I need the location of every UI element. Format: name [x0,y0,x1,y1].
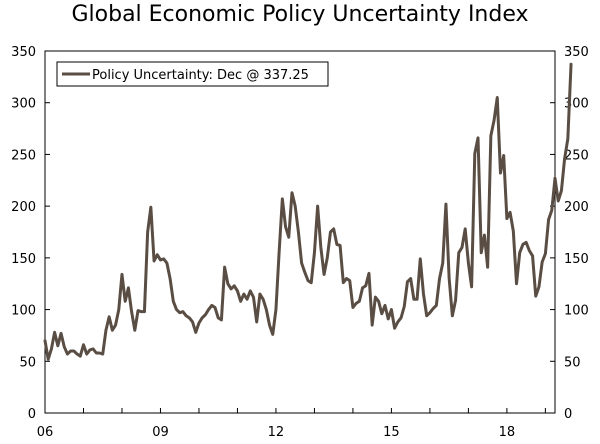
legend: Policy Uncertainty: Dec @ 337.25 [56,61,329,87]
legend-label: Policy Uncertainty: Dec @ 337.25 [92,68,309,83]
x-tick-label: 18 [499,425,516,440]
left-tick-label: 150 [11,252,36,267]
right-tick-label: 250 [564,148,589,163]
left-tick-label: 200 [11,200,36,215]
left-tick-label: 100 [11,304,36,319]
chart-title: Global Economic Policy Uncertainty Index [71,2,529,27]
right-tick-label: 50 [564,355,581,370]
left-tick-label: 350 [11,45,36,60]
x-axis: 06 09 12 15 18 [37,408,546,440]
x-tick-label: 09 [152,425,169,440]
series-line-0 [43,62,573,361]
right-tick-label: 100 [564,304,589,319]
left-tick-label: 250 [11,148,36,163]
legend-box [56,61,329,87]
x-tick-label: 15 [383,425,400,440]
right-tick-label: 150 [564,252,589,267]
right-tick-label: 350 [564,45,589,60]
right-tick-label: 0 [564,407,572,422]
left-tick-label: 300 [11,97,36,112]
left-tick-label: 50 [19,355,36,370]
x-tick-label: 12 [268,425,285,440]
x-tick-label: 06 [37,425,54,440]
series-group [43,62,573,361]
left-tick-label: 0 [28,407,36,422]
right-tick-label: 200 [564,200,589,215]
plot-area-frame [44,50,556,414]
left-axis: 0 50 100 150 200 250 300 350 [11,45,50,422]
